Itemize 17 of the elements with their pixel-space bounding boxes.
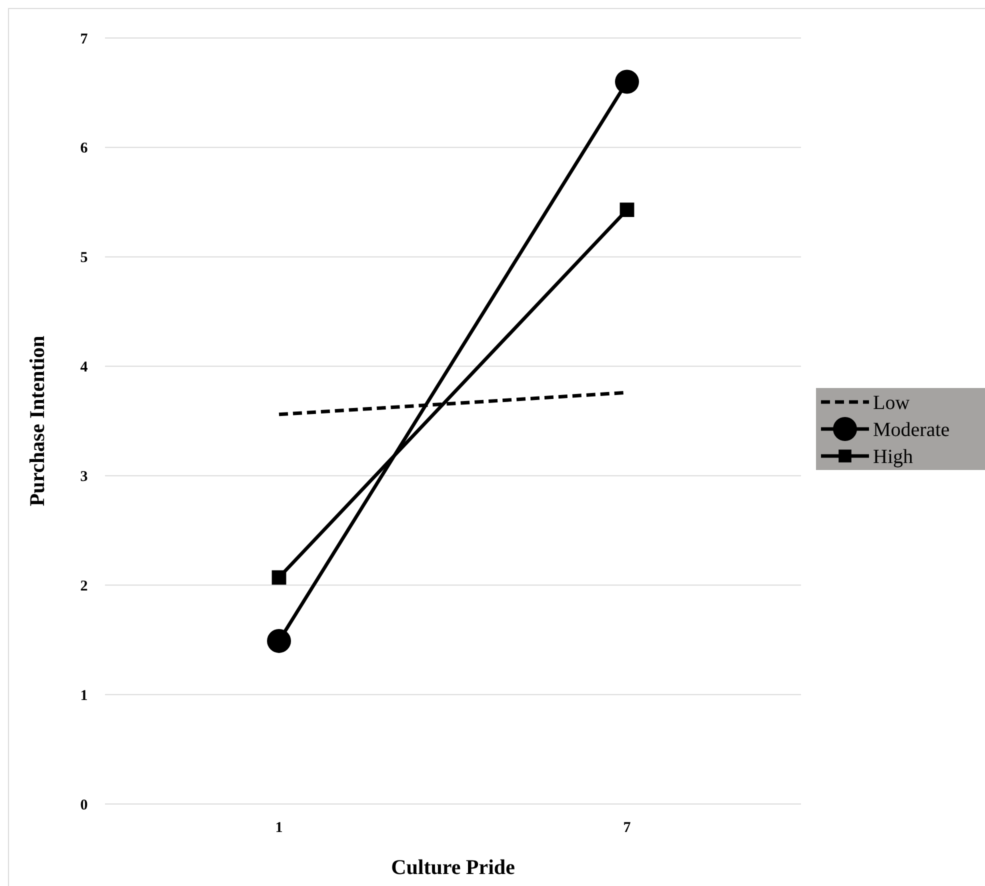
y-tick-label: 4 <box>80 360 88 376</box>
point <box>620 202 634 218</box>
y-tick-label: 7 <box>80 31 88 48</box>
legend-label: Low <box>873 392 910 414</box>
y-tick-label: 5 <box>80 250 88 266</box>
y-tick-label: 0 <box>80 797 88 814</box>
x-axis-title: Culture Pride <box>391 855 515 879</box>
y-tick-label: 6 <box>80 140 88 157</box>
legend-label: Moderate <box>873 419 950 441</box>
point <box>615 70 639 94</box>
legend-label: High <box>873 446 913 468</box>
y-tick-label: 2 <box>80 578 88 594</box>
point <box>272 570 286 585</box>
point <box>267 628 291 653</box>
y-axis-title: Purchase Intention <box>25 335 49 506</box>
y-tick-label: 1 <box>80 688 88 704</box>
y-tick-label: 3 <box>80 468 88 485</box>
